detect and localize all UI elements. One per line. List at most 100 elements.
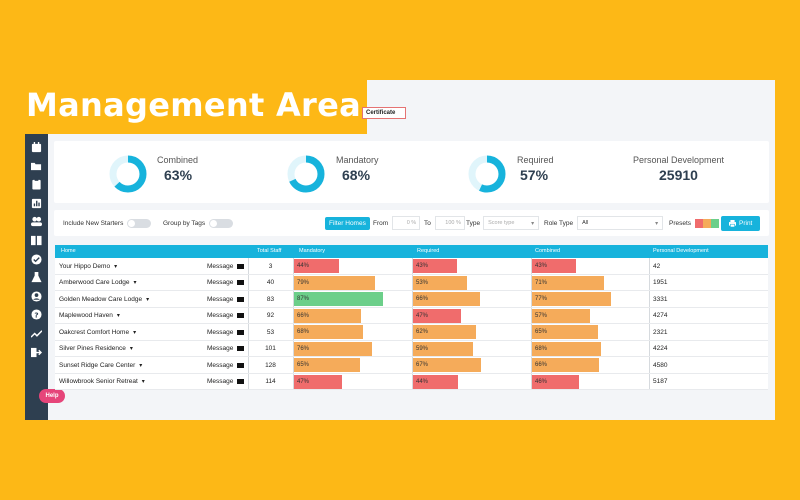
table-row: Maplewood Haven ▾ Message 92 66% 47% 57% 4274: [55, 307, 768, 324]
message-label: Message: [207, 262, 234, 270]
role-type-label: Role Type: [544, 219, 574, 227]
col-personal-development[interactable]: Personal Development: [653, 248, 709, 254]
col-combined[interactable]: Combined: [535, 248, 561, 254]
print-button[interactable]: Print: [721, 215, 761, 231]
total-staff: 83: [266, 295, 275, 303]
total-staff: 53: [266, 328, 275, 336]
combined-bar: 71%: [532, 275, 605, 290]
table-row: Golden Meadow Care Lodge ▾ Message 83 87% 66%…: [55, 291, 768, 308]
combined-bar: 66%: [532, 358, 600, 372]
required-bar: 47%: [413, 308, 461, 323]
col-mandatory[interactable]: Mandatory: [299, 248, 325, 254]
user-circle-icon[interactable]: [30, 290, 43, 303]
total-staff: 92: [266, 312, 275, 319]
chevron-down-icon: ▾: [655, 221, 659, 227]
table-row: Willowbrook Senior Retreat ▾ Message 114 47%…: [55, 373, 768, 390]
envelope-icon: [237, 329, 245, 335]
message-label: Message: [207, 295, 234, 303]
home-name[interactable]: Your Hippo Demo ▾: [59, 258, 117, 274]
home-name[interactable]: Oakcrest Comfort Home ▾: [59, 324, 136, 340]
clipboard-icon[interactable]: [30, 178, 43, 191]
combined-bar: 65%: [532, 325, 599, 339]
trend-icon[interactable]: [30, 327, 43, 340]
role-type-filter: Role Type All ▾: [544, 210, 664, 236]
required-bar: 53%: [413, 275, 468, 290]
required-donut: [468, 155, 506, 193]
home-name[interactable]: Silver Pines Residence ▾: [59, 341, 133, 357]
printer-icon: [729, 219, 736, 227]
bar-chart-icon[interactable]: [30, 197, 43, 210]
chevron-down-icon: ▾: [133, 329, 137, 336]
message-button[interactable]: Message: [207, 374, 245, 390]
required-bar: 66%: [413, 292, 481, 306]
home-name-text: Oakcrest Comfort Home: [59, 328, 130, 336]
presets-label: Presets: [669, 219, 692, 227]
home-name[interactable]: Golden Meadow Care Lodge ▾: [59, 291, 149, 307]
envelope-icon: [237, 263, 245, 269]
mandatory-bar: 76%: [294, 341, 372, 356]
col-total-staff[interactable]: Total Staff: [257, 248, 282, 254]
book-icon[interactable]: [30, 234, 43, 247]
certificate-button[interactable]: Certificate: [362, 107, 406, 119]
total-staff: 101: [265, 345, 276, 352]
filter-homes-button[interactable]: Filter Homes: [325, 216, 370, 230]
stat-value: 63%: [164, 167, 193, 183]
home-name[interactable]: Amberwood Care Lodge ▾: [59, 275, 136, 291]
home-name[interactable]: Willowbrook Senior Retreat ▾: [59, 374, 145, 390]
col-required[interactable]: Required: [417, 248, 440, 254]
group-by-tags-toggle[interactable]: [209, 218, 234, 228]
svg-text:?: ?: [34, 311, 38, 320]
table-row: Silver Pines Residence ▾ Message 101 76% 59% 6…: [55, 340, 768, 357]
personal-development-value: 5187: [653, 378, 668, 385]
message-button[interactable]: Message: [207, 357, 245, 373]
home-name[interactable]: Sunset Ridge Care Center ▾: [59, 357, 142, 373]
home-name-text: Golden Meadow Care Lodge: [59, 295, 143, 303]
include-new-starters-toggle[interactable]: [127, 218, 152, 228]
stat-label: Mandatory: [336, 155, 379, 165]
message-button[interactable]: Message: [207, 308, 245, 324]
chevron-down-icon: ▾: [116, 313, 120, 319]
table-body: Your Hippo Demo ▾ Message 3 44% 43% 43% 42 Amber…: [55, 258, 768, 390]
to-filter: To 100 %: [424, 210, 465, 236]
combined-donut: [109, 155, 147, 193]
message-button[interactable]: Message: [207, 291, 245, 307]
users-icon[interactable]: [30, 215, 43, 228]
chevron-down-icon: ▾: [133, 280, 137, 286]
role-type-select[interactable]: All ▾: [577, 216, 664, 230]
calendar-icon[interactable]: [30, 141, 43, 154]
flask-icon[interactable]: [30, 271, 43, 284]
chevron-down-icon: ▾: [114, 263, 118, 270]
stat-mandatory: Mandatory 68%: [287, 141, 417, 203]
sidebar: ?: [25, 134, 48, 420]
combined-bar: 43%: [532, 259, 576, 273]
col-home[interactable]: Home: [61, 248, 76, 254]
from-label: From: [373, 219, 389, 227]
combined-bar: 68%: [532, 341, 602, 356]
message-button[interactable]: Message: [207, 275, 245, 291]
message-button[interactable]: Message: [207, 341, 245, 357]
include-new-starters: Include New Starters: [63, 210, 152, 236]
donut-fill: [109, 155, 147, 193]
personal-development-value: 4224: [653, 345, 668, 352]
type-filter: Type Score type ▾: [466, 210, 540, 236]
stat-value: 57%: [520, 167, 549, 183]
check-circle-icon[interactable]: [30, 253, 43, 266]
presets-swatch[interactable]: [695, 218, 720, 228]
type-select[interactable]: Score type ▾: [483, 216, 540, 230]
table-row: Amberwood Care Lodge ▾ Message 40 79% 53% 71% 1…: [55, 274, 768, 291]
question-icon[interactable]: ?: [30, 308, 43, 321]
chevron-down-icon: ▾: [139, 362, 143, 369]
logout-icon[interactable]: [30, 346, 43, 359]
folder-icon[interactable]: [30, 160, 43, 173]
group-by-tags: Group by Tags: [163, 210, 234, 236]
message-label: Message: [207, 312, 234, 319]
help-button[interactable]: Help: [39, 389, 65, 403]
home-name-text: Amberwood Care Lodge: [59, 279, 130, 286]
personal-development-value: 4580: [653, 361, 668, 369]
home-name[interactable]: Maplewood Haven ▾: [59, 308, 120, 324]
message-button[interactable]: Message: [207, 324, 245, 340]
from-input[interactable]: 0 %: [392, 216, 421, 230]
to-input[interactable]: 100 %: [434, 216, 465, 230]
message-button[interactable]: Message: [207, 258, 245, 274]
chevron-down-icon: ▾: [129, 346, 133, 352]
